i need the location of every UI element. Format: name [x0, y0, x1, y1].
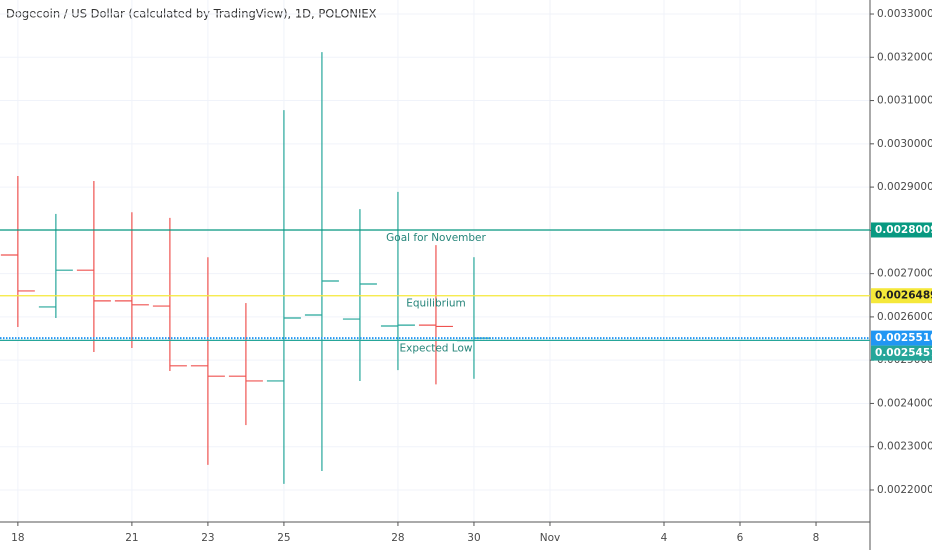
- x-tick-label: 30: [467, 532, 480, 544]
- x-tick-label: 4: [661, 532, 668, 544]
- x-tick-label: 6: [737, 532, 744, 544]
- x-tick-label: 21: [125, 532, 138, 544]
- x-tick-label: 25: [277, 532, 290, 544]
- x-tick-label: 28: [391, 532, 404, 544]
- line-label: Goal for November: [386, 232, 486, 244]
- x-tick-label: 23: [201, 532, 214, 544]
- x-tick-label: 8: [813, 532, 820, 544]
- y-tick-label: 0.00330000: [877, 8, 932, 20]
- price-label: 0.00255101: [875, 332, 932, 344]
- chart-title: Dogecoin / US Dollar (calculated by Trad…: [6, 7, 377, 21]
- x-tick-label: Nov: [540, 532, 561, 544]
- price-label: 0.00264895: [875, 290, 932, 302]
- price-label-box: [871, 222, 932, 238]
- line-label: Expected Low: [399, 342, 472, 354]
- price-label: 0.00254576: [875, 347, 932, 359]
- price-label: 0.00280090: [875, 224, 932, 236]
- price-label-box: [871, 288, 932, 304]
- price-label-box: [871, 330, 932, 346]
- line-label: Equilibrium: [406, 298, 466, 310]
- x-tick-label: 18: [11, 532, 24, 544]
- price-label-box: [871, 345, 932, 361]
